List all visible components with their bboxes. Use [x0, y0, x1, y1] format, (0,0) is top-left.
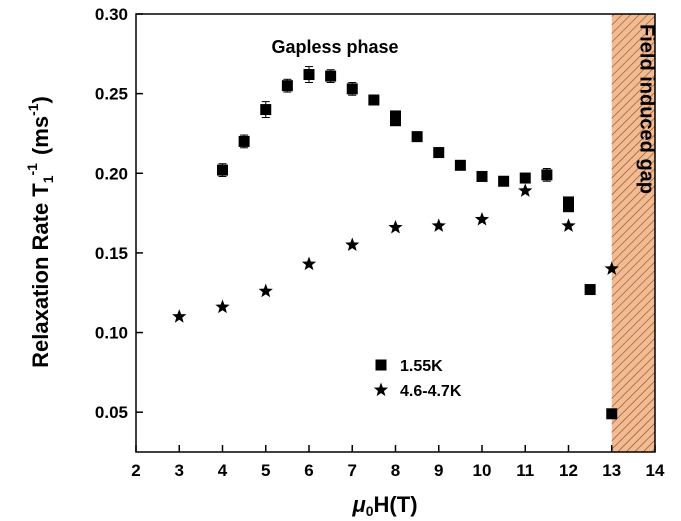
- legend-marker: [375, 359, 387, 371]
- x-label-part: H(T): [374, 492, 418, 517]
- point: [303, 69, 315, 81]
- legend-marker: [373, 382, 389, 397]
- point: [301, 256, 317, 271]
- point: [518, 183, 533, 197]
- point: [454, 159, 466, 171]
- y-label-part: (ms: [28, 116, 53, 155]
- point: [346, 83, 358, 95]
- point: [431, 218, 446, 232]
- x-tick-label: 4: [218, 461, 228, 480]
- legend-label: 4.6-4.7K: [400, 383, 462, 400]
- x-tick-label: 12: [559, 461, 578, 480]
- y-label-part: 1: [40, 175, 56, 183]
- y-tick-label: 0.30: [95, 5, 128, 24]
- point: [604, 261, 619, 275]
- point: [606, 408, 618, 420]
- point: [433, 147, 445, 159]
- x-tick-label: 9: [434, 461, 443, 480]
- x-axis-label: μ0H(T): [351, 492, 417, 519]
- y-label-part: ): [28, 96, 53, 103]
- point: [541, 169, 553, 181]
- point: [474, 211, 490, 226]
- y-label-part: Relaxation Rate T: [28, 183, 53, 368]
- x-tick-label: 2: [131, 461, 140, 480]
- x-tick-label: 10: [473, 461, 492, 480]
- point: [561, 218, 576, 232]
- x-tick-label: 3: [175, 461, 184, 480]
- y-tick-label: 0.05: [95, 403, 128, 422]
- annotation: Gapless phase: [271, 37, 398, 57]
- point: [519, 172, 531, 184]
- point: [411, 131, 423, 143]
- y-tick-label: 0.20: [95, 164, 128, 183]
- region-label: Field induced gap: [635, 24, 657, 194]
- y-tick-label: 0.25: [95, 85, 128, 104]
- plot-frame: [135, 13, 656, 453]
- x-tick-label: 7: [348, 461, 357, 480]
- point: [217, 164, 228, 176]
- point: [325, 70, 337, 82]
- point: [584, 284, 596, 296]
- point: [563, 201, 574, 213]
- point: [258, 283, 273, 298]
- hatch: [611, 14, 655, 452]
- point: [172, 309, 187, 323]
- legend-label: 1.55K: [400, 358, 443, 375]
- point: [388, 219, 403, 234]
- x-tick-label: 11: [516, 461, 534, 480]
- x-label-part: 0: [366, 503, 374, 519]
- point: [238, 135, 250, 147]
- y-axis-label: Relaxation Rate T1-1(ms-1): [24, 96, 56, 368]
- x-tick-label: 6: [304, 461, 313, 480]
- y-label-part: -1: [24, 163, 40, 176]
- x-tick-label: 5: [261, 461, 270, 480]
- point: [260, 104, 272, 116]
- point: [368, 94, 380, 106]
- x-label-part: μ: [351, 492, 365, 517]
- point: [476, 170, 488, 182]
- point: [390, 115, 401, 127]
- y-tick-label: 0.10: [95, 324, 128, 343]
- point: [345, 237, 360, 252]
- x-tick-label: 14: [646, 461, 665, 480]
- point: [281, 80, 293, 92]
- y-label-part: -1: [25, 103, 41, 116]
- point: [498, 175, 510, 187]
- point: [215, 299, 230, 314]
- x-tick-label: 13: [602, 461, 621, 480]
- x-tick-label: 8: [391, 461, 400, 480]
- y-tick-label: 0.15: [95, 244, 128, 263]
